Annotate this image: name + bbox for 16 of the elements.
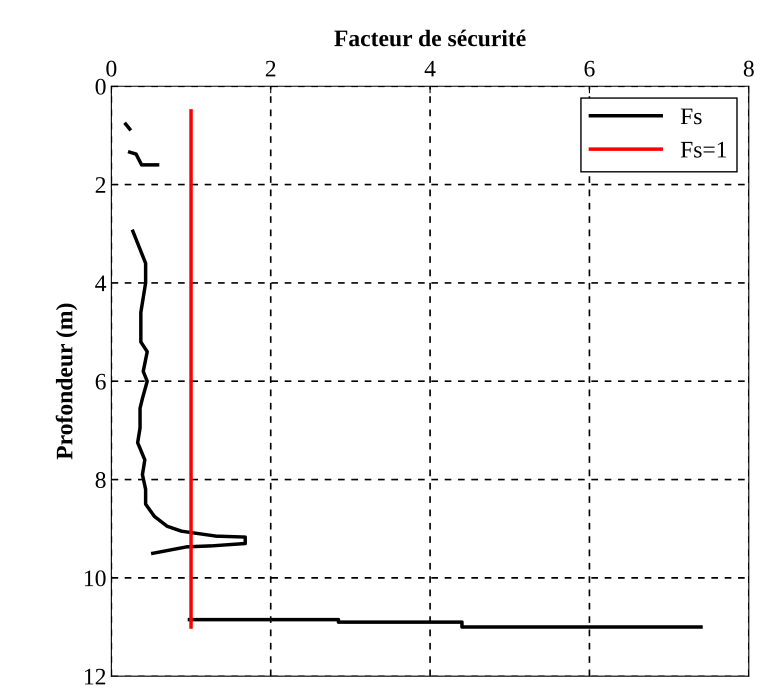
y-axis-title: Profondeur (m)	[56, 304, 78, 460]
y-tick-label: 2	[96, 177, 106, 193]
y-tick-label: 12	[84, 668, 106, 684]
x-tick-label: 2	[266, 60, 276, 76]
legend-label: Fs=1	[680, 142, 726, 158]
legend-label: Fs	[680, 108, 702, 124]
y-tick-label: 6	[96, 374, 106, 390]
x-tick-label: 8	[744, 60, 754, 77]
y-tick-label: 10	[84, 570, 106, 586]
y-tick-label: 4	[95, 276, 106, 292]
y-tick-label: 8	[96, 472, 106, 488]
x-tick-label: 0	[106, 60, 116, 77]
x-tick-label: 4	[424, 60, 436, 76]
x-tick-label: 6	[584, 60, 595, 77]
y-tick-label: 0	[96, 78, 106, 95]
x-axis-title: Facteur de sécurité	[334, 30, 526, 46]
